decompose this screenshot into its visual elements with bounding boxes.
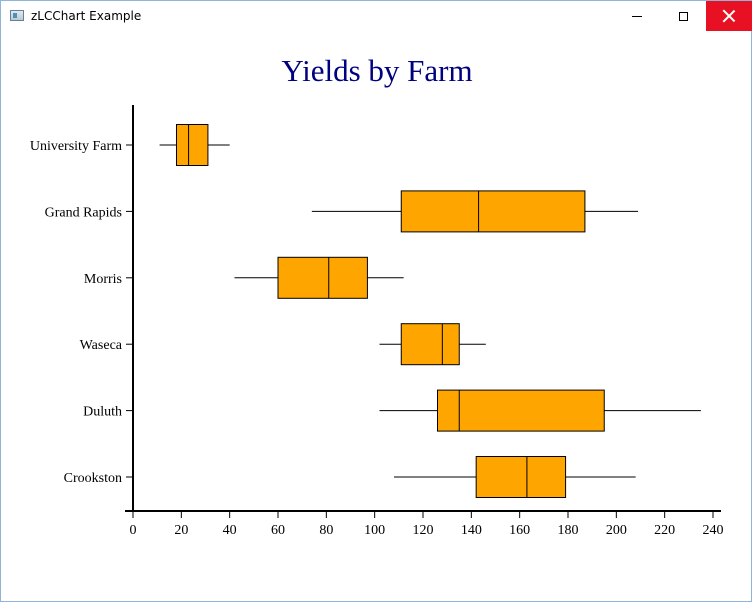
x-tick-label: 20 <box>174 523 188 538</box>
chart-title: Yields by Farm <box>281 53 472 88</box>
x-tick-label: 60 <box>271 523 285 538</box>
maximize-button[interactable] <box>660 1 706 31</box>
iqr-box <box>176 124 209 166</box>
maximize-icon <box>678 11 688 21</box>
title-bar[interactable]: zLCChart Example <box>1 1 752 32</box>
close-icon <box>722 9 736 23</box>
x-tick-label: 0 <box>130 523 137 538</box>
window-title: zLCChart Example <box>31 9 142 23</box>
y-tick-label: Waseca <box>80 338 123 353</box>
y-tick-label: Crookston <box>64 471 122 486</box>
x-tick-label: 80 <box>319 523 333 538</box>
y-tick-label: Grand Rapids <box>45 205 122 220</box>
x-tick-label: 160 <box>509 523 530 538</box>
iqr-box <box>437 389 605 432</box>
x-tick-label: 120 <box>413 523 434 538</box>
y-tick-label: Duluth <box>83 405 122 420</box>
x-tick-label: 40 <box>223 523 237 538</box>
x-tick-label: 200 <box>606 523 627 538</box>
plot-area: 0 20 40 60 80 100 120 140 160 180 200 220 240 Univers… <box>30 105 724 538</box>
iqr-box <box>400 323 460 366</box>
boxplot-chart: Yields by Farm 0 20 40 60 80 100 120 140 160 180 2… <box>30 53 724 538</box>
x-tick-label: 100 <box>364 523 385 538</box>
x-tick-label: 220 <box>654 523 675 538</box>
minimize-icon <box>632 15 642 17</box>
app-icon <box>10 10 24 21</box>
x-tick-label: 180 <box>558 523 579 538</box>
iqr-box <box>475 456 567 498</box>
iqr-box <box>400 190 586 233</box>
y-tick-label: University Farm <box>30 139 122 154</box>
close-button[interactable] <box>706 1 752 31</box>
minimize-button[interactable] <box>614 1 660 31</box>
y-tick-label: Morris <box>84 272 122 287</box>
iqr-box <box>277 256 368 299</box>
x-tick-label: 240 <box>703 523 724 538</box>
x-tick-label: 140 <box>461 523 482 538</box>
